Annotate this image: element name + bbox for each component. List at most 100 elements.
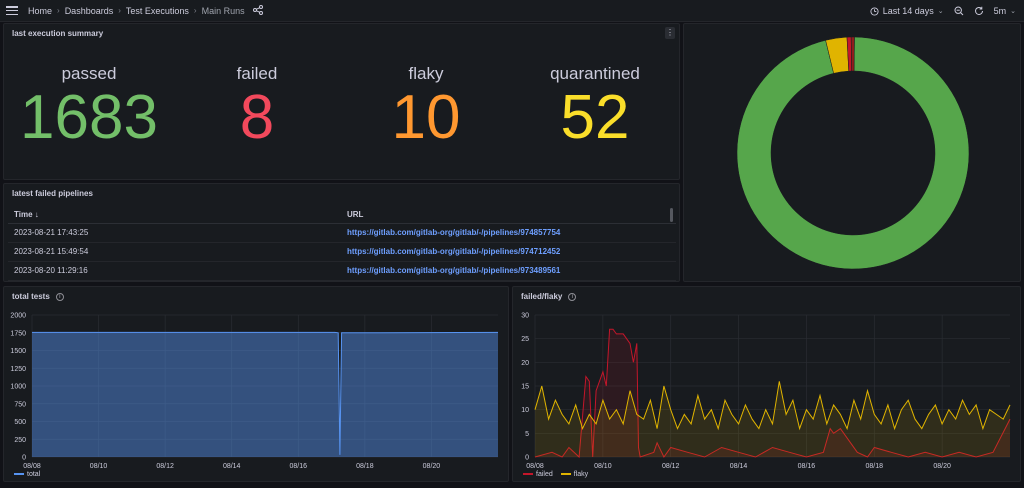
cell-url-link[interactable]: https://gitlab.com/gitlab-org/gitlab/-/p…: [341, 223, 676, 243]
stat-failed: failed 8: [177, 64, 337, 150]
x-tick-label: 08/08: [23, 463, 41, 470]
pipelines-table: Time ↓ URL 2023-08-21 17:43:25 https://g…: [8, 206, 676, 281]
y-tick-label: 1250: [10, 366, 26, 373]
stat-label: failed: [236, 64, 278, 83]
x-tick-label: 08/20: [933, 463, 951, 470]
breadcrumb-folder[interactable]: Test Executions: [125, 5, 189, 16]
series-area-flaky: [535, 381, 1010, 457]
y-tick-label: 1000: [10, 384, 26, 391]
share-icon[interactable]: [252, 4, 263, 17]
donut-slice-passed[interactable]: [736, 36, 970, 270]
chevron-down-icon: ⌄: [1010, 8, 1016, 15]
chevron-down-icon: ⌄: [937, 8, 944, 15]
x-tick-label: 08/14: [223, 463, 241, 470]
stat-value: 52: [560, 83, 630, 152]
time-range-picker[interactable]: Last 14 days ⌄: [870, 6, 944, 16]
chart-legend: total: [14, 471, 40, 478]
legend-item-total[interactable]: total: [14, 471, 40, 478]
total-tests-chart: 0 250 500 750 1000 1250 1500 1750 2000 08/08 08/10…: [10, 313, 499, 470]
y-tick-label: 30: [521, 313, 529, 320]
cell-url-link[interactable]: https://gitlab.com/gitlab-org/gitlab/-/p…: [341, 242, 676, 262]
legend-item-flaky[interactable]: flaky: [560, 471, 588, 478]
y-tick-label: 250: [14, 437, 26, 444]
column-header-time[interactable]: Time ↓: [8, 206, 341, 224]
x-tick-label: 08/18: [866, 463, 884, 470]
stat-value: 8: [239, 83, 275, 152]
y-tick-label: 20: [521, 360, 529, 367]
stat-flaky: flaky 10: [346, 64, 506, 150]
x-tick-label: 08/12: [156, 463, 174, 470]
y-tick-label: 25: [521, 336, 529, 343]
y-tick-label: 1750: [10, 330, 26, 337]
y-tick-label: 1500: [10, 348, 26, 355]
stat-label: quarantined: [550, 64, 640, 83]
refresh-interval-picker[interactable]: 5m ⌄: [994, 6, 1016, 16]
summary-panel: last execution summary ⋮ passed 1683 fai…: [3, 23, 680, 180]
panel-title-row: total tests i: [12, 292, 64, 301]
chevron-right-icon: ›: [118, 6, 121, 15]
chart-legend: failed flaky: [523, 471, 588, 478]
info-icon[interactable]: i: [568, 292, 577, 301]
donut-slice-failed[interactable]: [850, 36, 855, 72]
stat-label: flaky: [408, 64, 444, 83]
top-navbar: Home › Dashboards › Test Executions › Ma…: [0, 0, 1024, 22]
refresh-interval-label: 5m: [993, 6, 1007, 16]
x-tick-label: 08/10: [90, 463, 108, 470]
y-tick-label: 0: [525, 455, 529, 462]
clock-icon: [870, 6, 879, 16]
y-tick-label: 750: [14, 401, 26, 408]
table-header-row: Time ↓ URL: [8, 206, 676, 224]
donut-panel: [683, 23, 1021, 282]
series-area-total: [32, 332, 498, 457]
x-tick-label: 08/16: [290, 463, 308, 470]
series-line-flaky[interactable]: [534, 381, 1011, 431]
breadcrumb-dashboards[interactable]: Dashboards: [64, 5, 114, 16]
y-tick-label: 5: [525, 431, 529, 438]
cell-time: 2023-08-21 15:49:54: [8, 242, 341, 262]
table-row: 2023-08-21 17:43:25 https://gitlab.com/g…: [8, 223, 676, 243]
sort-descending-icon: ↓: [34, 209, 39, 219]
failed-flaky-panel: failed/flaky i 0 5 10 15 20 25 30 08/08 08/10 08/…: [512, 286, 1021, 482]
panel-title-row: failed/flaky i: [521, 292, 577, 301]
donut-chart: [736, 36, 970, 270]
menu-icon[interactable]: [6, 6, 18, 15]
stat-label: passed: [61, 64, 117, 83]
y-tick-label: 15: [521, 384, 529, 391]
cell-time: 2023-08-20 11:29:16: [8, 261, 341, 281]
x-tick-label: 08/20: [423, 463, 441, 470]
chevron-right-icon: ›: [57, 6, 60, 15]
panel-title: total tests: [12, 292, 50, 301]
info-icon[interactable]: i: [55, 292, 64, 301]
y-tick-label: 10: [521, 407, 529, 414]
stat-passed: passed 1683: [9, 64, 169, 150]
failed-pipelines-panel: latest failed pipelines Time ↓ URL 2023-…: [3, 183, 680, 282]
stat-value: 10: [391, 83, 461, 152]
table-scrollbar[interactable]: [670, 208, 673, 222]
y-tick-label: 2000: [10, 313, 26, 320]
table-row: 2023-08-21 15:49:54 https://gitlab.com/g…: [8, 242, 676, 262]
x-tick-label: 08/08: [526, 463, 544, 470]
y-tick-label: 500: [14, 419, 26, 426]
refresh-icon[interactable]: [974, 6, 984, 16]
stat-value: 1683: [20, 83, 158, 152]
series-line-failed[interactable]: [534, 328, 1011, 459]
x-tick-label: 08/16: [798, 463, 816, 470]
y-tick-label: 0: [22, 455, 26, 462]
breadcrumb-dashboard: Main Runs: [201, 5, 245, 16]
zoom-out-icon[interactable]: [954, 6, 964, 16]
column-header-url[interactable]: URL: [341, 206, 676, 224]
x-tick-label: 08/14: [730, 463, 748, 470]
panel-title: latest failed pipelines: [12, 189, 93, 198]
legend-item-failed[interactable]: failed: [523, 471, 553, 478]
x-tick-label: 08/10: [594, 463, 612, 470]
cell-url-link[interactable]: https://gitlab.com/gitlab-org/gitlab/-/p…: [341, 261, 676, 281]
table-row: 2023-08-20 11:29:16 https://gitlab.com/g…: [8, 261, 676, 281]
panel-menu-icon[interactable]: ⋮: [665, 27, 675, 39]
breadcrumb-home[interactable]: Home: [28, 5, 53, 16]
failed-flaky-chart: 0 5 10 15 20 25 30 08/08 08/10 08/12 08/14 08/16 08/…: [521, 313, 1011, 470]
cell-time: 2023-08-21 17:43:25: [8, 223, 341, 243]
series-line-total[interactable]: [32, 331, 499, 455]
x-tick-label: 08/12: [662, 463, 680, 470]
panel-title: last execution summary: [12, 29, 104, 38]
time-range-label: Last 14 days: [882, 6, 934, 16]
